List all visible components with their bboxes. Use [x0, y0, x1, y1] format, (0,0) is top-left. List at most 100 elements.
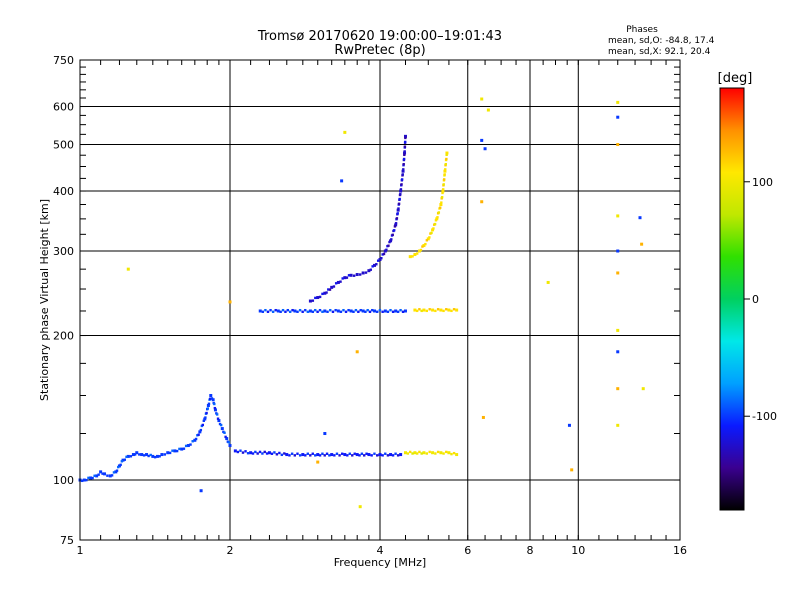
data-point	[342, 308, 345, 312]
data-point	[394, 452, 397, 455]
data-point	[546, 280, 550, 284]
data-point	[309, 454, 312, 457]
data-point	[108, 474, 112, 478]
data-point	[311, 310, 315, 313]
data-point	[266, 310, 270, 313]
data-point	[330, 453, 334, 457]
data-point	[80, 479, 84, 483]
data-point	[205, 411, 208, 415]
data-point	[204, 416, 207, 419]
data-point	[387, 244, 390, 247]
data-point	[279, 310, 282, 313]
data-point	[425, 309, 429, 313]
data-point	[318, 295, 322, 299]
data-point	[213, 406, 217, 410]
data-points	[78, 97, 645, 509]
x-tick-label: 6	[464, 544, 471, 557]
data-point	[375, 263, 378, 266]
data-point	[442, 183, 445, 186]
data-point	[341, 452, 344, 455]
data-point	[366, 308, 369, 312]
data-point	[103, 472, 107, 476]
data-point	[403, 145, 407, 148]
y-axis-label: Stationary phase Virtual Height [km]	[38, 199, 51, 401]
data-point	[301, 310, 304, 313]
data-point	[439, 202, 443, 206]
data-point	[225, 437, 229, 441]
data-point	[360, 452, 364, 455]
y-tick-label: 300	[53, 245, 74, 258]
data-point	[126, 454, 130, 458]
data-point	[434, 219, 438, 222]
data-point	[435, 217, 439, 221]
data-point	[441, 188, 445, 191]
data-point	[135, 451, 139, 455]
data-point	[347, 308, 350, 312]
data-point	[278, 451, 281, 455]
data-point	[386, 454, 390, 457]
data-point	[376, 454, 379, 457]
data-point	[399, 308, 402, 312]
data-point	[274, 308, 277, 312]
data-point	[325, 291, 328, 294]
data-point	[115, 469, 119, 472]
data-point	[191, 440, 194, 443]
data-point	[398, 197, 401, 201]
data-point	[340, 179, 344, 183]
x-tick-label: 1	[77, 544, 84, 557]
stats-heading: Phases	[626, 25, 658, 35]
data-point	[323, 291, 327, 295]
data-point	[215, 413, 219, 416]
data-point	[364, 271, 368, 274]
data-point	[203, 417, 207, 421]
data-point	[149, 453, 152, 457]
data-point	[371, 308, 374, 312]
data-point	[336, 280, 340, 284]
data-point	[125, 455, 128, 459]
data-point	[389, 239, 393, 243]
data-point	[330, 285, 334, 289]
data-point	[424, 242, 427, 246]
data-point	[403, 153, 406, 157]
data-point	[196, 434, 199, 437]
data-point	[233, 449, 237, 453]
data-point	[403, 309, 407, 313]
data-point	[399, 453, 403, 457]
data-point	[265, 452, 269, 455]
data-point	[353, 452, 356, 455]
data-point	[616, 100, 620, 104]
data-point	[207, 402, 211, 405]
data-point	[428, 450, 431, 454]
data-point	[404, 140, 407, 144]
data-point	[378, 258, 382, 262]
data-point	[437, 211, 441, 214]
data-point	[401, 169, 405, 173]
data-point	[228, 444, 232, 448]
data-point	[380, 256, 383, 260]
y-tick-label: 500	[53, 139, 74, 152]
data-point	[354, 308, 358, 312]
data-point	[293, 309, 297, 313]
data-point	[145, 453, 149, 457]
data-point	[367, 453, 371, 457]
data-point	[426, 237, 430, 241]
data-point	[318, 454, 322, 457]
data-point	[345, 276, 349, 279]
data-point	[447, 451, 451, 455]
data-point	[329, 308, 332, 312]
data-point	[117, 465, 120, 469]
data-point	[296, 452, 299, 455]
data-point	[267, 451, 271, 455]
data-point	[142, 454, 146, 457]
data-point	[112, 471, 116, 474]
data-point	[349, 309, 353, 313]
data-point	[383, 309, 387, 313]
data-point	[616, 350, 620, 354]
data-point	[434, 309, 437, 313]
plot-area	[78, 59, 681, 541]
data-point	[311, 299, 315, 302]
data-point	[395, 217, 399, 220]
data-point	[326, 310, 329, 313]
y-tick-label: 100	[53, 474, 74, 487]
data-point	[318, 308, 322, 312]
